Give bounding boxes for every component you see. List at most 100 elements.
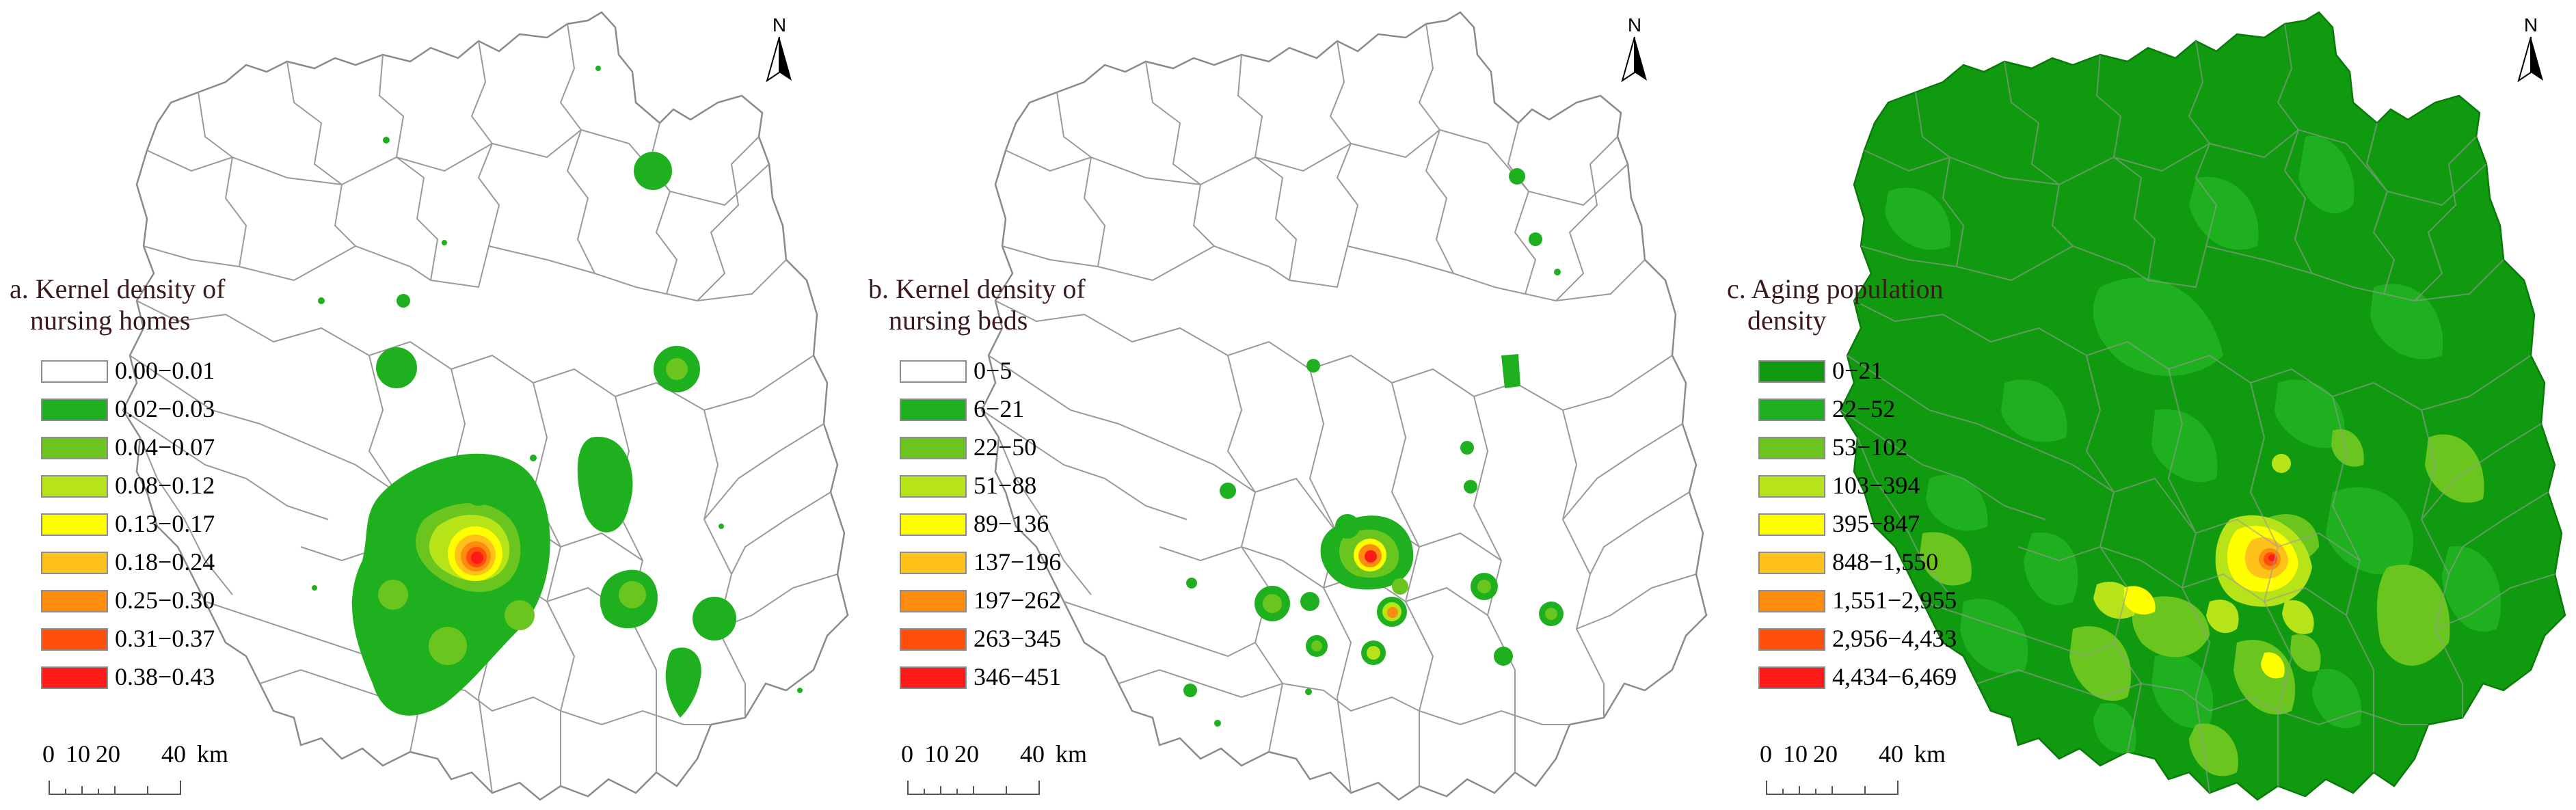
legend-item: 4,434−6,469 — [1758, 658, 1977, 697]
legend-title-line1: c. Aging population — [1727, 273, 1944, 304]
north-label: N — [2524, 14, 2538, 36]
legend-title-line2: nursing homes — [30, 305, 191, 336]
north-arrow-icon: N — [2517, 14, 2543, 83]
scale-bar — [1766, 781, 1899, 795]
legend-label: 2,956−4,433 — [1832, 625, 1957, 652]
scale-bar — [49, 781, 181, 795]
legend-item: 0.13−0.17 — [41, 505, 260, 543]
panel-nursing-beds-density: b. Kernel density of nursing beds 0−5 6−… — [859, 0, 1717, 810]
legend-swatch — [1758, 666, 1825, 689]
legend-label: 0.31−0.37 — [115, 625, 215, 652]
legend-item: 103−394 — [1758, 467, 1977, 505]
legend-label: 0.08−0.12 — [115, 472, 215, 499]
legend-swatch — [1758, 590, 1825, 612]
legend-item: 0.00−0.01 — [41, 352, 260, 390]
legend-label: 0−5 — [974, 357, 1012, 384]
legend-label: 346−451 — [974, 663, 1062, 690]
legend-item: 395−847 — [1758, 505, 1977, 543]
legend-swatch — [900, 437, 967, 459]
scale-tick-10: 10 — [1783, 740, 1808, 768]
legend-label: 89−136 — [974, 510, 1049, 537]
legend-swatch — [1758, 513, 1825, 536]
legend-item: 0.08−0.12 — [41, 467, 260, 505]
legend-swatch — [41, 475, 108, 498]
choropleth-zones — [1885, 135, 2501, 777]
legend-label: 4,434−6,469 — [1832, 663, 1957, 690]
legend-swatch — [1758, 552, 1825, 574]
legend-label: 0.13−0.17 — [115, 510, 215, 537]
legend-label: 53−102 — [1832, 433, 1908, 461]
legend-swatch — [900, 513, 967, 536]
legend-label: 395−847 — [1832, 510, 1920, 537]
legend-swatch — [900, 628, 967, 651]
scale-tick-0: 0 — [1760, 740, 1772, 768]
legend-label: 22−52 — [1832, 395, 1896, 422]
scale-tick-20: 20 — [1813, 740, 1838, 768]
legend-label: 0.25−0.30 — [115, 586, 215, 614]
legend-swatch — [1758, 628, 1825, 651]
legend-swatch — [41, 628, 108, 651]
legend-item: 0.18−0.24 — [41, 543, 260, 582]
legend-swatch — [900, 399, 967, 421]
north-arrow-icon: N — [766, 14, 792, 83]
legend-swatch — [41, 590, 108, 612]
legend-label: 263−345 — [974, 625, 1062, 652]
legend-swatch — [900, 590, 967, 612]
legend-swatch — [900, 360, 967, 383]
legend-item: 0.25−0.30 — [41, 582, 260, 620]
legend-swatch — [41, 399, 108, 421]
legend-item: 53−102 — [1758, 429, 1977, 467]
legend-label: 0−21 — [1832, 357, 1883, 384]
legend-item: 1,551−2,955 — [1758, 582, 1977, 620]
legend-label: 848−1,550 — [1832, 548, 1939, 576]
panel-nursing-homes-density: a. Kernel density of nursing homes 0.00−… — [0, 0, 859, 810]
legend-item: 89−136 — [900, 505, 1118, 543]
legend-label: 103−394 — [1832, 472, 1920, 499]
legend-label: 0.04−0.07 — [115, 433, 215, 461]
legend: 0−5 6−21 22−50 51−88 89−136 137−196 197−… — [900, 352, 1118, 697]
scale-unit: km — [197, 740, 229, 768]
legend-title-line2: density — [1747, 305, 1827, 336]
legend-swatch — [41, 552, 108, 574]
legend-swatch — [1758, 399, 1825, 421]
scale-tick-0: 0 — [901, 740, 913, 768]
scale-tick-40: 40 — [1879, 740, 1903, 768]
legend-item: 22−52 — [1758, 390, 1977, 429]
legend-swatch — [1758, 360, 1825, 383]
legend-swatch — [1758, 437, 1825, 459]
legend-item: 848−1,550 — [1758, 543, 1977, 582]
legend-label: 197−262 — [974, 586, 1062, 614]
legend-swatch — [41, 437, 108, 459]
density-hotspots — [1183, 168, 1564, 727]
scale-unit: km — [1056, 740, 1088, 768]
density-hotspots — [312, 66, 803, 718]
map-aging-population — [1839, 11, 2566, 801]
legend-item: 22−50 — [900, 429, 1118, 467]
legend-swatch — [900, 552, 967, 574]
legend: 0.00−0.01 0.02−0.03 0.04−0.07 0.08−0.12 … — [41, 352, 260, 697]
legend-label: 0.02−0.03 — [115, 395, 215, 422]
legend-item: 346−451 — [900, 658, 1118, 697]
legend-title: a. Kernel density of nursing homes — [10, 273, 225, 336]
legend-item: 0.38−0.43 — [41, 658, 260, 697]
north-label: N — [1628, 14, 1641, 36]
scale-unit: km — [1914, 740, 1946, 768]
legend-label: 6−21 — [974, 395, 1025, 422]
scale-tick-40: 40 — [1020, 740, 1045, 768]
legend-item: 0−5 — [900, 352, 1118, 390]
legend-item: 0.31−0.37 — [41, 620, 260, 658]
legend-item: 2,956−4,433 — [1758, 620, 1977, 658]
legend-title: b. Kernel density of nursing beds — [868, 273, 1086, 336]
legend-item: 0.04−0.07 — [41, 429, 260, 467]
legend-item: 263−345 — [900, 620, 1118, 658]
panel-aging-population-density: c. Aging population density 0−21 22−52 5… — [1717, 0, 2576, 810]
legend-title-line2: nursing beds — [889, 305, 1028, 336]
scale-tick-40: 40 — [161, 740, 186, 768]
legend-item: 0.02−0.03 — [41, 390, 260, 429]
map-nursing-homes — [122, 11, 849, 801]
legend-swatch — [41, 360, 108, 383]
scale-bar — [907, 781, 1040, 795]
north-arrow-icon: N — [1621, 14, 1647, 83]
legend-label: 22−50 — [974, 433, 1037, 461]
legend-title-line1: b. Kernel density of — [868, 273, 1086, 304]
